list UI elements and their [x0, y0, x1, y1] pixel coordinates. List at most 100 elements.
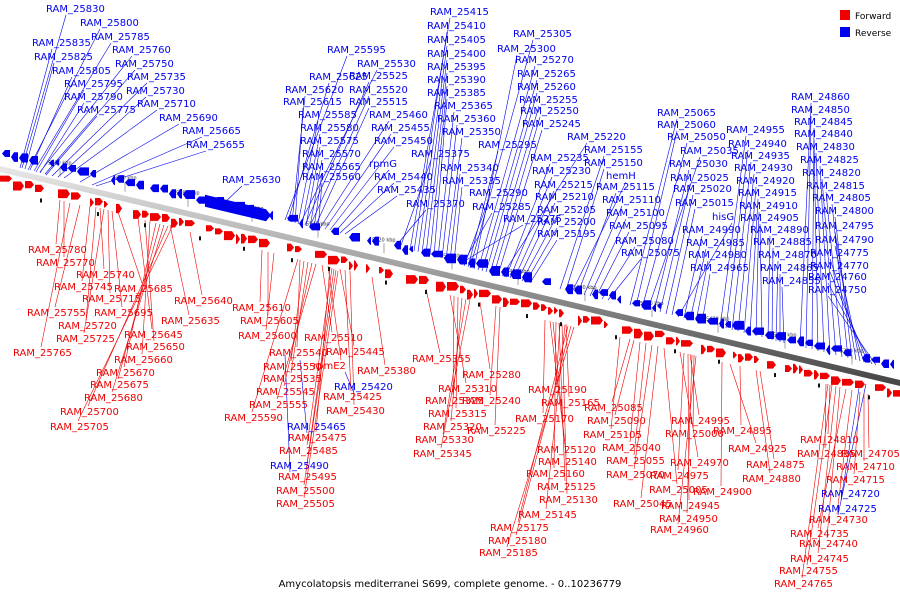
reverse-leader-line	[294, 107, 304, 224]
reverse-gene-label: RAM_25370	[406, 199, 465, 210]
reverse-gene	[684, 311, 694, 321]
reverse-leader-line	[755, 211, 760, 337]
reverse-gene-label: RAM_24905	[740, 213, 799, 224]
reverse-gene-label: RAM_25210	[535, 192, 594, 203]
pseudo-gene-marker	[291, 258, 293, 263]
reverse-gene	[29, 155, 38, 165]
reverse-leader-line	[339, 182, 395, 234]
reverse-gene-label: RAM_24890	[750, 225, 809, 236]
reverse-leader-line	[453, 186, 463, 262]
forward-gene-label: RAM_24735	[790, 529, 849, 540]
forward-gene-label: RAM_25500	[276, 486, 335, 497]
reverse-gene-label: RAM_25595	[327, 45, 386, 56]
forward-gene	[104, 201, 108, 208]
forward-gene	[510, 298, 520, 305]
forward-gene-label: RAM_25280	[462, 370, 521, 381]
genome-axis	[0, 166, 900, 386]
forward-gene	[315, 250, 327, 258]
reverse-gene	[177, 189, 182, 199]
reverse-gene	[542, 278, 551, 286]
reverse-leader-line	[565, 168, 605, 291]
forward-gene-label: RAM_24900	[693, 487, 752, 498]
forward-gene-label: RAM_25005	[649, 485, 708, 496]
reverse-gene-label: RAM_25615	[283, 97, 342, 108]
forward-gene	[701, 344, 706, 355]
reverse-gene	[765, 331, 774, 339]
reverse-gene	[331, 227, 339, 235]
forward-leader-line	[545, 324, 566, 510]
forward-gene-label: RAM_25175	[490, 523, 549, 534]
forward-leader-line	[824, 383, 827, 449]
reverse-gene-large	[205, 194, 271, 222]
reverse-gene-label: RAM_25760	[112, 45, 171, 56]
forward-leader-line	[629, 341, 641, 443]
reverse-gene-label: RAM_24845	[794, 117, 853, 128]
forward-gene	[578, 315, 582, 326]
forward-gene	[591, 316, 603, 325]
reverse-gene-label: RAM_24720	[821, 489, 880, 500]
pseudo-gene-marker	[328, 266, 330, 271]
forward-leader-line	[640, 345, 659, 499]
reverse-gene-label: RAM_24920	[736, 176, 795, 187]
reverse-gene	[652, 304, 656, 312]
reverse-gene	[632, 300, 640, 307]
reverse-leader-line	[595, 231, 630, 298]
reverse-leader-line	[481, 79, 538, 272]
forward-gene-label: RAM_25125	[537, 482, 596, 493]
forward-gene-label: RAM_25495	[278, 472, 337, 483]
forward-gene-label: RAM_25610	[232, 303, 291, 314]
forward-leader-line	[720, 361, 723, 487]
reverse-leader-line	[695, 260, 709, 322]
forward-gene	[474, 288, 478, 299]
forward-gene-label: RAM_25040	[602, 443, 661, 454]
forward-gene-label: RAM_25725	[56, 334, 115, 345]
reverse-gene	[752, 327, 764, 335]
forward-leader-line	[686, 354, 693, 514]
forward-leader-line	[55, 199, 61, 245]
forward-gene-label: RAM_24950	[659, 514, 718, 525]
forward-gene-label: RAM_24970	[670, 458, 729, 469]
reverse-leader-line	[629, 118, 678, 306]
reverse-gene-label: RAM_24820	[802, 168, 861, 179]
legend-forward-swatch	[840, 10, 850, 20]
reverse-gene	[641, 300, 651, 310]
forward-gene	[295, 246, 302, 253]
forward-gene-label: RAM_24740	[799, 539, 858, 550]
reverse-leader-line	[647, 156, 701, 310]
forward-leader-line	[515, 325, 572, 536]
reverse-gene	[510, 269, 521, 280]
reverse-leader-line	[840, 381, 861, 501]
reverse-leader-line	[344, 195, 398, 235]
forward-leader-line	[141, 220, 151, 355]
reverse-leader-line	[834, 231, 857, 361]
forward-gene-label: RAM_25640	[174, 296, 233, 307]
forward-leader-line	[553, 321, 557, 469]
forward-gene-label: RAM_24730	[809, 515, 868, 526]
forward-leader-line	[259, 249, 263, 303]
reverse-gene	[814, 342, 825, 350]
forward-leader-line	[558, 322, 566, 482]
forward-gene-label: RAM_25085	[584, 403, 643, 414]
forward-leader-line	[117, 211, 143, 284]
reverse-leader-line	[501, 142, 588, 277]
reverse-gene	[871, 356, 880, 363]
reverse-leader-line	[517, 202, 556, 281]
reverse-gene	[309, 223, 320, 231]
reverse-gene-label: RAM_25405	[427, 35, 486, 46]
reverse-gene	[489, 265, 500, 276]
reverse-gene-label: RAM_24865	[760, 263, 819, 274]
forward-gene	[90, 198, 94, 207]
forward-leader-line	[565, 323, 570, 398]
forward-gene-label: RAM_25185	[479, 548, 538, 559]
reverse-leader-line	[719, 135, 747, 328]
reverse-leader-line	[21, 14, 67, 169]
forward-leader-line	[801, 383, 829, 579]
reverse-gene	[476, 259, 488, 268]
forward-gene	[479, 289, 491, 298]
forward-leader-line	[349, 270, 355, 406]
forward-leader-line	[283, 262, 313, 387]
forward-gene-label: RAM_24975	[650, 471, 709, 482]
tick-label: 5440 kbp	[640, 301, 664, 307]
reverse-gene	[522, 272, 532, 283]
reverse-gene-label: RAM_25065	[657, 108, 716, 119]
